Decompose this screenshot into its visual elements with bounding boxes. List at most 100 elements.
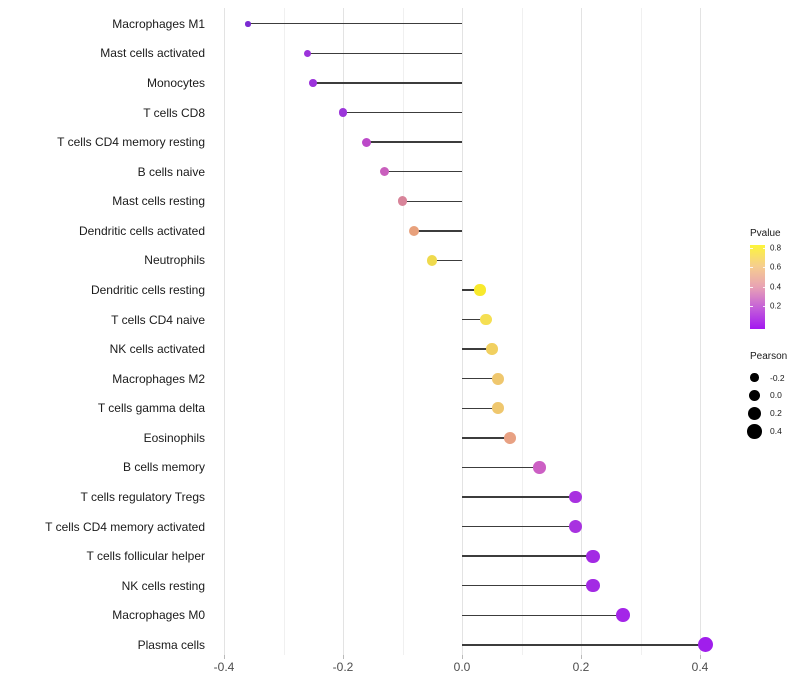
lollipop-dot xyxy=(397,196,408,207)
pvalue-legend-title: Pvalue xyxy=(750,228,781,239)
lollipop-dot xyxy=(480,313,492,326)
lollipop-stem xyxy=(247,23,462,25)
x-gridline-major xyxy=(343,8,344,655)
category-label: B cells memory xyxy=(122,460,205,475)
lollipop-dot xyxy=(362,137,372,147)
category-label: T cells CD4 memory activated xyxy=(45,519,205,534)
category-label: T cells regulatory Tregs xyxy=(80,490,206,504)
x-axis-tick xyxy=(343,655,344,659)
lollipop-stem xyxy=(343,111,462,114)
pearson-legend-title: Pearson xyxy=(750,351,788,362)
category-label: Neutrophils xyxy=(144,253,205,268)
category-label: Eosinophils xyxy=(143,430,205,445)
pvalue-bar-notch xyxy=(750,267,753,269)
pearson-legend-dot xyxy=(750,373,759,382)
category-label: Macrophages M0 xyxy=(112,608,205,623)
lollipop-stem xyxy=(384,170,462,173)
lollipop-stem xyxy=(462,437,510,439)
pearson-legend-dot xyxy=(748,389,760,401)
x-axis-tick xyxy=(224,655,225,659)
pvalue-tick-label: 0.6 xyxy=(770,262,782,272)
pearson-legend-dot xyxy=(747,406,762,420)
pvalue-bar-notch xyxy=(762,306,765,308)
lollipop-stem xyxy=(313,82,462,84)
x-gridline-minor xyxy=(640,8,642,655)
x-axis-tick xyxy=(581,655,582,659)
lollipop-dot xyxy=(303,49,312,58)
category-label: Mast cells resting xyxy=(112,194,205,209)
lollipop-stem xyxy=(462,644,706,646)
lollipop-stem xyxy=(414,230,462,232)
category-label: NK cells resting xyxy=(121,578,205,593)
pvalue-tick-label: 0.2 xyxy=(770,301,782,311)
category-label: B cells naive xyxy=(137,164,205,179)
x-axis-tick-label: -0.2 xyxy=(332,660,354,674)
lollipop-stem xyxy=(462,318,486,321)
x-gridline-major xyxy=(224,8,225,655)
category-label: T cells CD4 memory resting xyxy=(57,135,205,150)
category-label: T cells gamma delta xyxy=(97,401,205,416)
category-label: Macrophages M2 xyxy=(112,371,205,386)
pvalue-bar-notch xyxy=(762,267,765,269)
x-axis-tick-label: 0.4 xyxy=(691,660,709,674)
pvalue-bar-notch xyxy=(750,248,753,249)
x-axis-tick-label: -0.4 xyxy=(213,660,235,674)
x-gridline-minor xyxy=(521,8,523,655)
lollipop-dot xyxy=(568,490,582,504)
pearson-legend-label: 0.2 xyxy=(770,408,782,419)
lollipop-dot xyxy=(245,21,251,27)
lollipop-stem xyxy=(462,614,623,616)
pvalue-bar-notch xyxy=(750,286,753,288)
x-gridline-minor xyxy=(283,8,285,655)
lollipop-stem xyxy=(462,407,498,409)
category-label: Dendritic cells activated xyxy=(78,223,205,238)
lollipop-dot xyxy=(586,579,600,593)
lollipop-dot xyxy=(485,343,498,355)
category-label: NK cells activated xyxy=(109,342,205,357)
x-axis-tick-label: 0.2 xyxy=(572,660,590,674)
lollipop-dot xyxy=(491,372,504,385)
pearson-legend-dot xyxy=(747,423,762,439)
lollipop-stem xyxy=(462,496,576,498)
x-gridline-major xyxy=(581,8,582,655)
x-gridline-major xyxy=(700,8,701,655)
lollipop-stem xyxy=(462,378,498,380)
lollipop-stem xyxy=(462,585,593,587)
lollipop-dot xyxy=(503,431,516,444)
x-axis-tick xyxy=(462,655,463,659)
lollipop-stem xyxy=(366,141,462,143)
lollipop-dot xyxy=(427,255,438,266)
lollipop-dot xyxy=(698,637,714,653)
lollipop-dot xyxy=(568,520,582,534)
pearson-legend-label: -0.2 xyxy=(770,372,785,383)
x-gridline-major xyxy=(462,8,463,655)
lollipop-stem xyxy=(432,259,462,262)
lollipop-dot xyxy=(379,166,390,177)
category-label: T cells CD4 naive xyxy=(111,312,205,327)
x-gridline-minor xyxy=(402,8,404,655)
lollipop-stem xyxy=(462,466,540,469)
category-label: Mast cells activated xyxy=(100,46,205,61)
lollipop-stem xyxy=(462,555,593,557)
lollipop-stem xyxy=(462,348,492,350)
lollipop-stem xyxy=(307,52,462,55)
pvalue-bar-notch xyxy=(762,286,765,288)
lollipop-dot xyxy=(409,225,420,236)
lollipop-stem xyxy=(462,289,480,291)
category-label: Plasma cells xyxy=(137,637,205,652)
category-label: T cells CD8 xyxy=(143,105,205,120)
category-label: Macrophages M1 xyxy=(112,16,205,31)
pvalue-bar-notch xyxy=(762,248,765,249)
pearson-legend-label: 0.0 xyxy=(770,390,782,401)
pvalue-tick-label: 0.4 xyxy=(770,282,782,292)
x-axis-tick xyxy=(700,655,701,659)
lollipop-dot xyxy=(338,108,348,117)
lollipop-dot xyxy=(309,79,318,87)
pvalue-tick-label: 0.8 xyxy=(770,243,782,253)
pvalue-gradient-bar xyxy=(750,245,765,329)
lollipop-stem xyxy=(462,525,576,528)
lollipop-dot xyxy=(491,402,504,415)
lollipop-dot xyxy=(533,461,546,474)
pvalue-bar-notch xyxy=(750,306,753,308)
